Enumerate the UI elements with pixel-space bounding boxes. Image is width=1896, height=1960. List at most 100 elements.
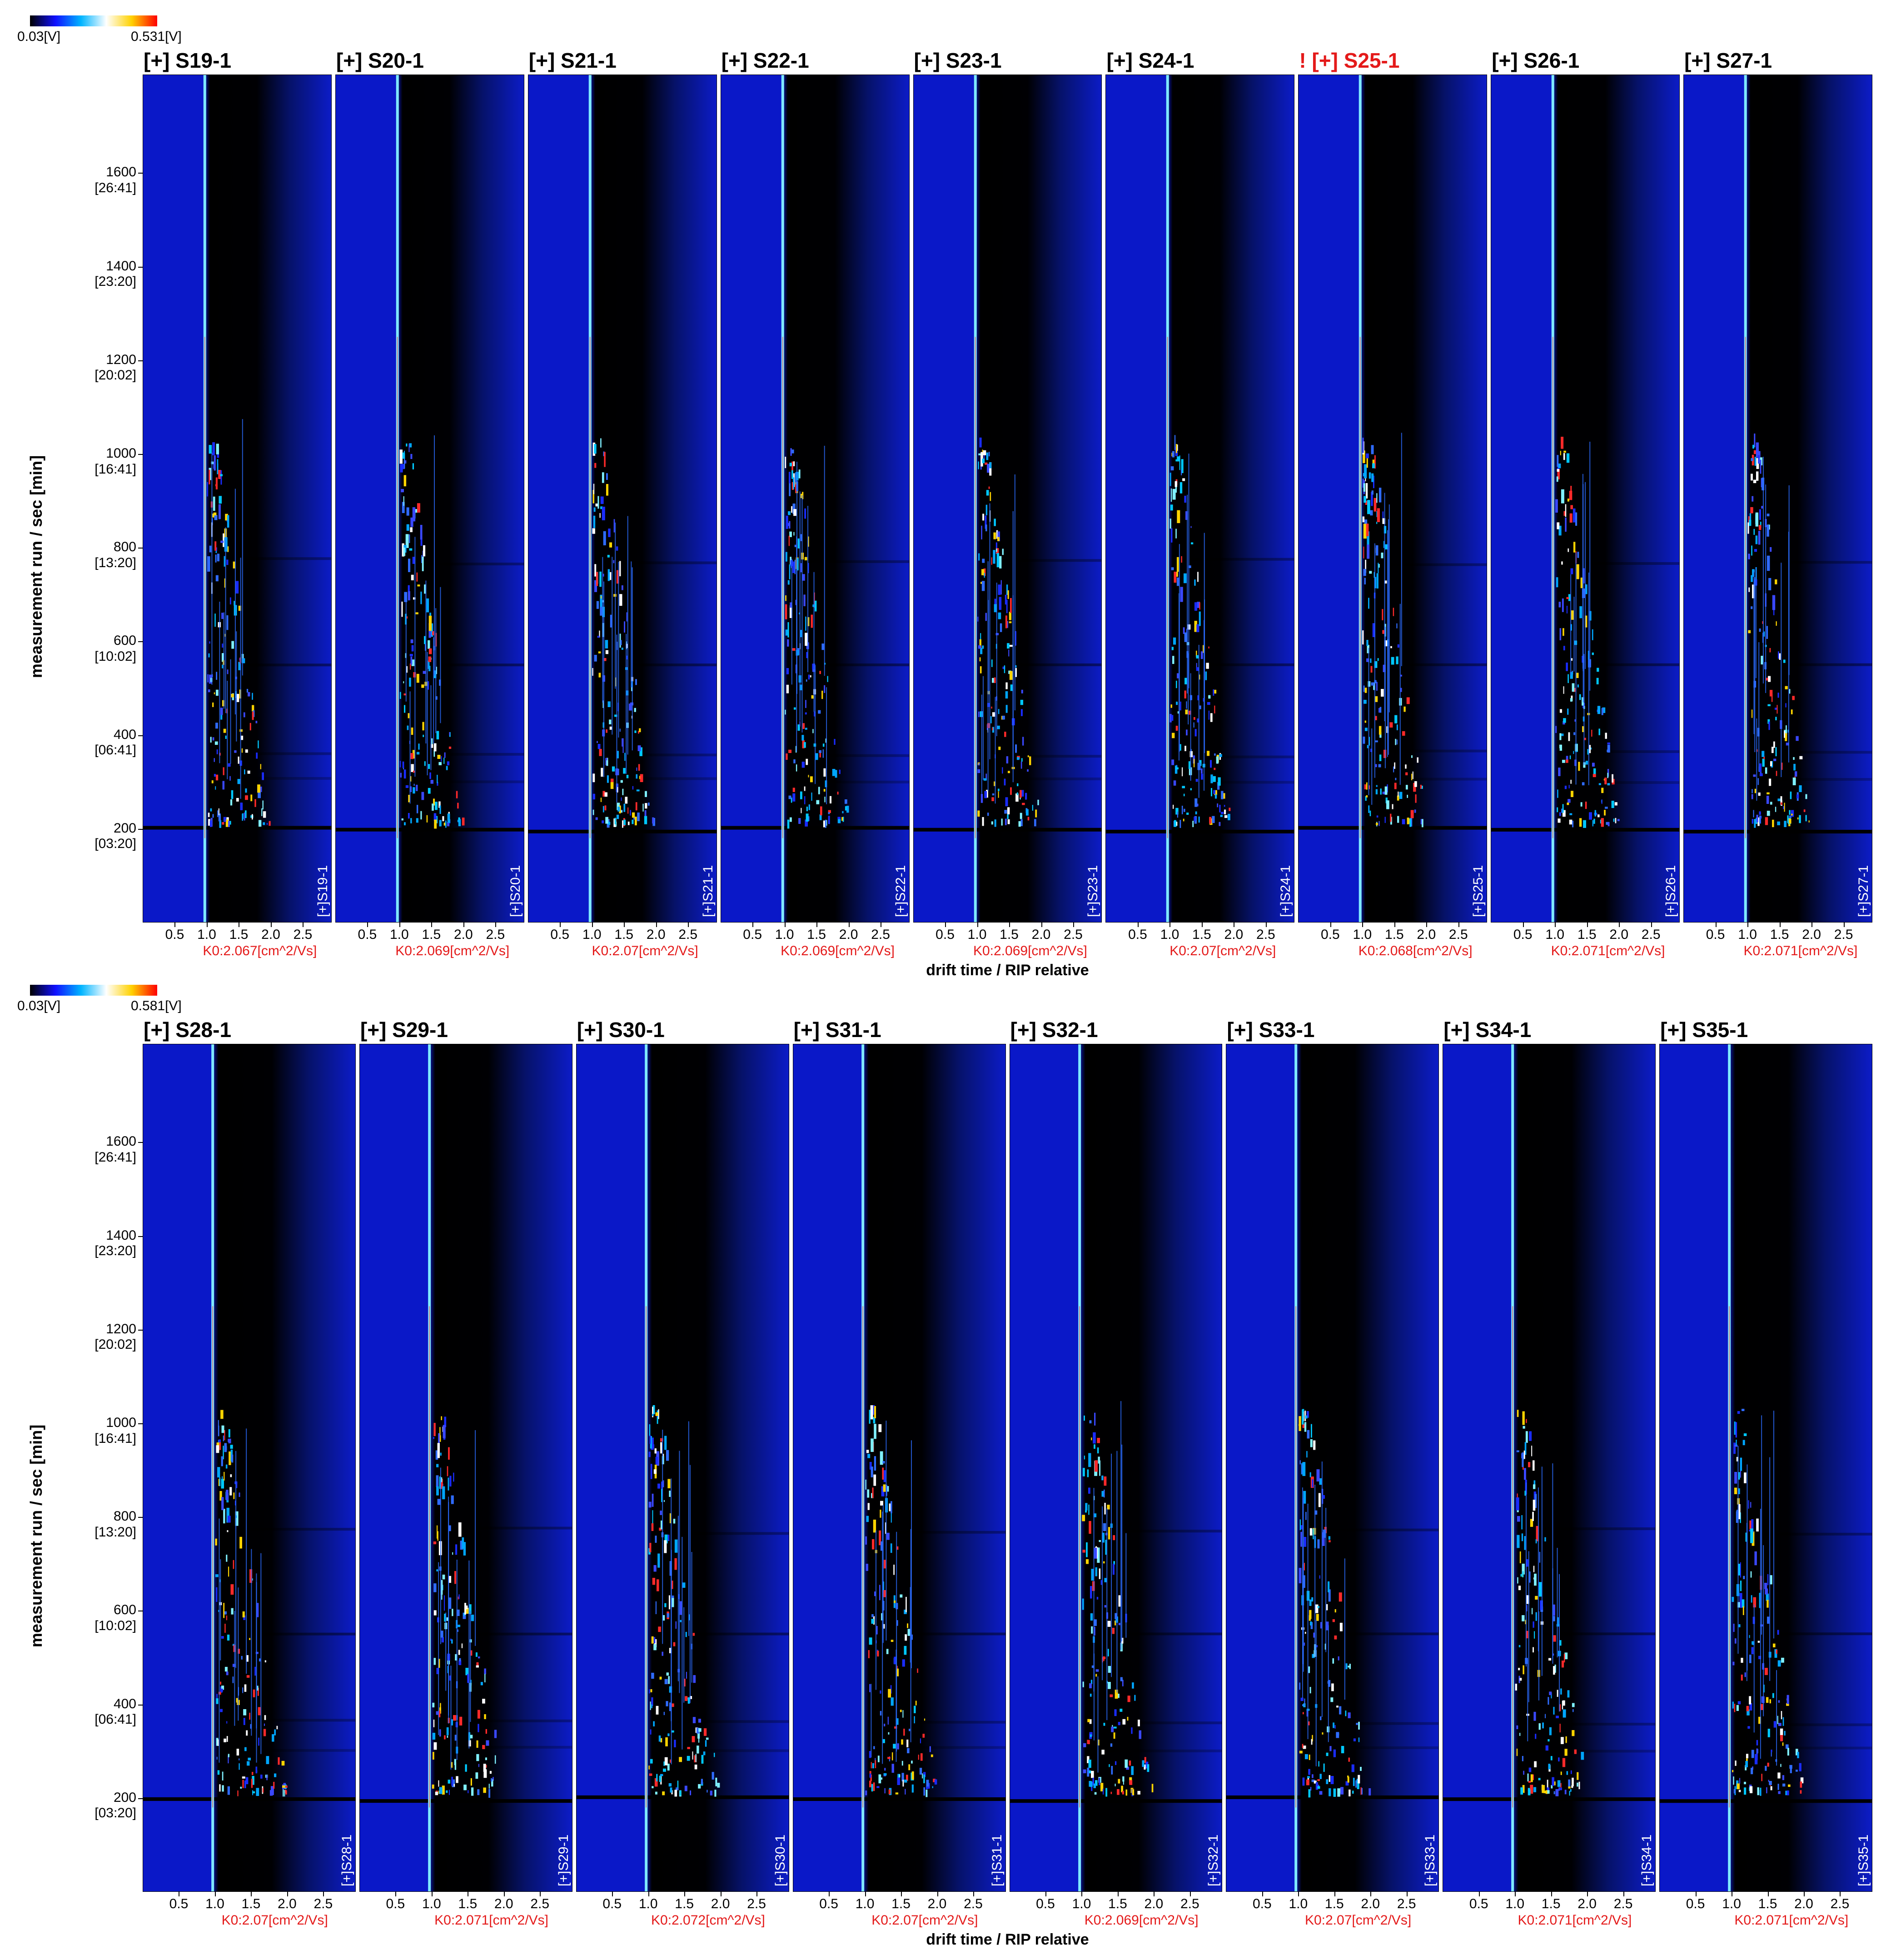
signal-spot: [413, 787, 415, 794]
signal-spot: [436, 1525, 438, 1539]
signal-spot: [1319, 1478, 1322, 1485]
signal-spot: [1765, 1588, 1768, 1595]
signal-spot: [884, 1768, 886, 1771]
signal-spot: [433, 1742, 437, 1750]
signal-spot: [428, 615, 432, 631]
signal-spot: [834, 738, 836, 745]
panel-frame: [1298, 75, 1488, 923]
x-tick-label: 2.5: [964, 1896, 983, 1911]
signal-spot: [868, 1650, 870, 1658]
signal-spot: [408, 813, 410, 819]
signal-spot: [608, 719, 612, 724]
signal-spot: [1536, 1526, 1539, 1541]
signal-spot: [1197, 695, 1199, 701]
x-tick-label: 1.5: [1384, 927, 1404, 942]
signal-spot: [1533, 1460, 1535, 1471]
x-tick-mark: [1362, 923, 1364, 927]
signal-spot: [665, 1737, 668, 1746]
signal-spot: [428, 660, 430, 669]
signal-spot: [1787, 815, 1789, 823]
signal-spot: [599, 748, 602, 756]
signal-spot: [476, 1754, 479, 1761]
signal-spot: [662, 1651, 663, 1656]
x-tick-mark: [1619, 923, 1620, 927]
signal-spot: [1174, 820, 1177, 827]
signal-spot: [409, 653, 413, 657]
signal-spot: [600, 496, 604, 504]
signal-spot: [1196, 655, 1199, 659]
signal-spot: [475, 1772, 478, 1779]
signal-spot: [1090, 1693, 1092, 1697]
signal-spot: [902, 1780, 904, 1787]
panel-sample-label: [+]S31-1: [989, 1834, 1005, 1886]
signal-spot: [1765, 767, 1767, 774]
signal-spot: [996, 530, 998, 539]
signal-spot: [992, 727, 994, 733]
signal-spot: [227, 1530, 229, 1532]
signal-spot: [1090, 1613, 1093, 1621]
signal-spot: [1092, 1777, 1094, 1786]
signal-spot: [1571, 1770, 1572, 1774]
signal-spot: [209, 545, 212, 553]
signal-spot: [1771, 1752, 1772, 1757]
signal-spot: [995, 633, 999, 635]
signal-spot: [1383, 541, 1385, 548]
signal-spot: [1374, 680, 1377, 683]
signal-spot: [1576, 673, 1579, 678]
signal-spot: [650, 1729, 652, 1735]
signal-spot: [652, 1405, 655, 1415]
signal-spot: [865, 1790, 867, 1795]
signal-spot: [1766, 1787, 1767, 1794]
signal-spot: [1768, 676, 1771, 682]
signal-spot: [652, 1406, 653, 1417]
signal-spot: [605, 758, 607, 766]
signal-spot: [1170, 473, 1172, 486]
signal-spot: [1317, 1539, 1320, 1549]
signal-spot: [1607, 742, 1611, 745]
x-tick-mark: [1073, 923, 1074, 927]
signal-spot: [1317, 1786, 1320, 1789]
signal-spot: [221, 1636, 224, 1639]
signal-spot: [1196, 663, 1198, 669]
signal-spot: [660, 1520, 662, 1530]
k0-label: K0:2.071[cm^2/Vs]: [1734, 1913, 1849, 1928]
signal-spot: [1759, 763, 1762, 773]
signal-spot: [1584, 738, 1586, 740]
x-tick-mark: [1587, 1892, 1588, 1896]
signal-tail: [445, 1612, 447, 1691]
signal-spot: [216, 1694, 218, 1703]
signal-spot: [1366, 524, 1369, 536]
signal-spot: [234, 750, 237, 753]
signal-tail: [826, 687, 827, 804]
signal-spot: [242, 658, 245, 663]
baseline-band: [1298, 826, 1488, 830]
signal-spot: [981, 569, 984, 575]
signal-spot: [1765, 1765, 1767, 1771]
signal-spot: [408, 794, 410, 803]
signal-spot: [491, 1779, 493, 1787]
signal-spot: [1317, 1779, 1320, 1781]
panel-sample-label: [+]S23-1: [1085, 865, 1101, 917]
signal-spot: [216, 444, 219, 454]
artifact-band: [1751, 663, 1872, 666]
signal-tail: [433, 637, 434, 744]
signal-spot: [402, 502, 405, 514]
panel-background: [143, 1044, 356, 1892]
signal-spot: [934, 1779, 937, 1785]
signal-spot: [616, 570, 619, 584]
signal-spot: [428, 764, 430, 769]
signal-spot: [997, 531, 1000, 542]
signal-spot: [903, 1728, 905, 1736]
x-tick-mark: [977, 923, 978, 927]
x-tick-label: 1.0: [1722, 1896, 1741, 1911]
panel-frame: [527, 75, 717, 923]
signal-spot: [991, 659, 993, 667]
signal-tail: [602, 557, 603, 703]
signal-spot: [1382, 791, 1386, 794]
signal-spot: [671, 1581, 673, 1589]
artifact-band: [787, 754, 910, 757]
signal-spot: [427, 640, 430, 649]
signal-spot: [250, 1724, 252, 1729]
signal-spot: [1749, 1655, 1752, 1663]
signal-spot: [1370, 658, 1372, 663]
